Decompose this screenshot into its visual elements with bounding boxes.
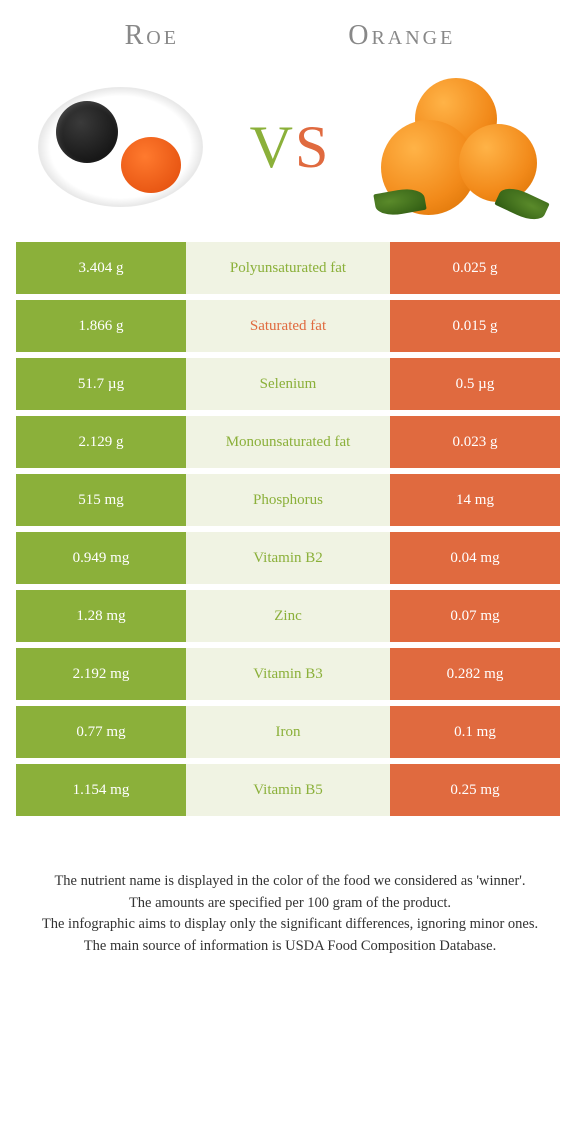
left-value-cell: 2.129 g [16,416,186,468]
left-value-cell: 1.28 mg [16,590,186,642]
nutrient-label-cell: Vitamin B5 [186,764,390,816]
table-row: 1.28 mgZinc0.07 mg [16,590,564,642]
orange-fruit-icon [459,124,537,202]
orange-illustration [370,72,550,222]
right-value-cell: 0.5 µg [390,358,560,410]
left-value-cell: 0.77 mg [16,706,186,758]
footnotes: The nutrient name is displayed in the co… [0,822,580,956]
nutrient-label-cell: Phosphorus [186,474,390,526]
right-value-cell: 0.023 g [390,416,560,468]
left-food-title: Roe [125,20,179,52]
right-value-cell: 0.025 g [390,242,560,294]
table-row: 51.7 µgSelenium0.5 µg [16,358,564,410]
footnote-line: The infographic aims to display only the… [40,915,540,935]
right-value-cell: 0.25 mg [390,764,560,816]
image-row: VS [0,62,580,242]
right-value-cell: 0.282 mg [390,648,560,700]
left-value-cell: 3.404 g [16,242,186,294]
nutrient-label-cell: Vitamin B3 [186,648,390,700]
roe-illustration [30,72,210,222]
table-row: 0.77 mgIron0.1 mg [16,706,564,758]
left-value-cell: 1.154 mg [16,764,186,816]
nutrient-label-cell: Selenium [186,358,390,410]
nutrient-label-cell: Zinc [186,590,390,642]
vs-letter-s: S [295,114,330,180]
right-value-cell: 0.07 mg [390,590,560,642]
nutrient-label-cell: Monounsaturated fat [186,416,390,468]
comparison-table: 3.404 gPolyunsaturated fat0.025 g 1.866 g… [0,242,580,816]
right-value-cell: 0.1 mg [390,706,560,758]
orange-caviar-icon [121,137,181,193]
table-row: 2.129 gMonounsaturated fat0.023 g [16,416,564,468]
right-value-cell: 0.04 mg [390,532,560,584]
left-value-cell: 515 mg [16,474,186,526]
table-row: 0.949 mgVitamin B20.04 mg [16,532,564,584]
nutrient-label-cell: Vitamin B2 [186,532,390,584]
vs-letter-v: V [250,114,295,180]
header: Roe Orange [0,0,580,62]
table-row: 1.866 gSaturated fat0.015 g [16,300,564,352]
left-value-cell: 51.7 µg [16,358,186,410]
table-row: 3.404 gPolyunsaturated fat0.025 g [16,242,564,294]
table-row: 1.154 mgVitamin B50.25 mg [16,764,564,816]
nutrient-label-cell: Iron [186,706,390,758]
left-value-cell: 1.866 g [16,300,186,352]
nutrient-label-cell: Polyunsaturated fat [186,242,390,294]
left-value-cell: 0.949 mg [16,532,186,584]
right-value-cell: 14 mg [390,474,560,526]
footnote-line: The nutrient name is displayed in the co… [40,872,540,892]
right-food-title: Orange [348,20,455,52]
vs-label: VS [250,113,331,182]
table-row: 2.192 mgVitamin B30.282 mg [16,648,564,700]
footnote-line: The main source of information is USDA F… [40,937,540,957]
black-caviar-icon [56,101,118,163]
footnote-line: The amounts are specified per 100 gram o… [40,894,540,914]
nutrient-label-cell: Saturated fat [186,300,390,352]
left-value-cell: 2.192 mg [16,648,186,700]
table-row: 515 mgPhosphorus14 mg [16,474,564,526]
right-value-cell: 0.015 g [390,300,560,352]
